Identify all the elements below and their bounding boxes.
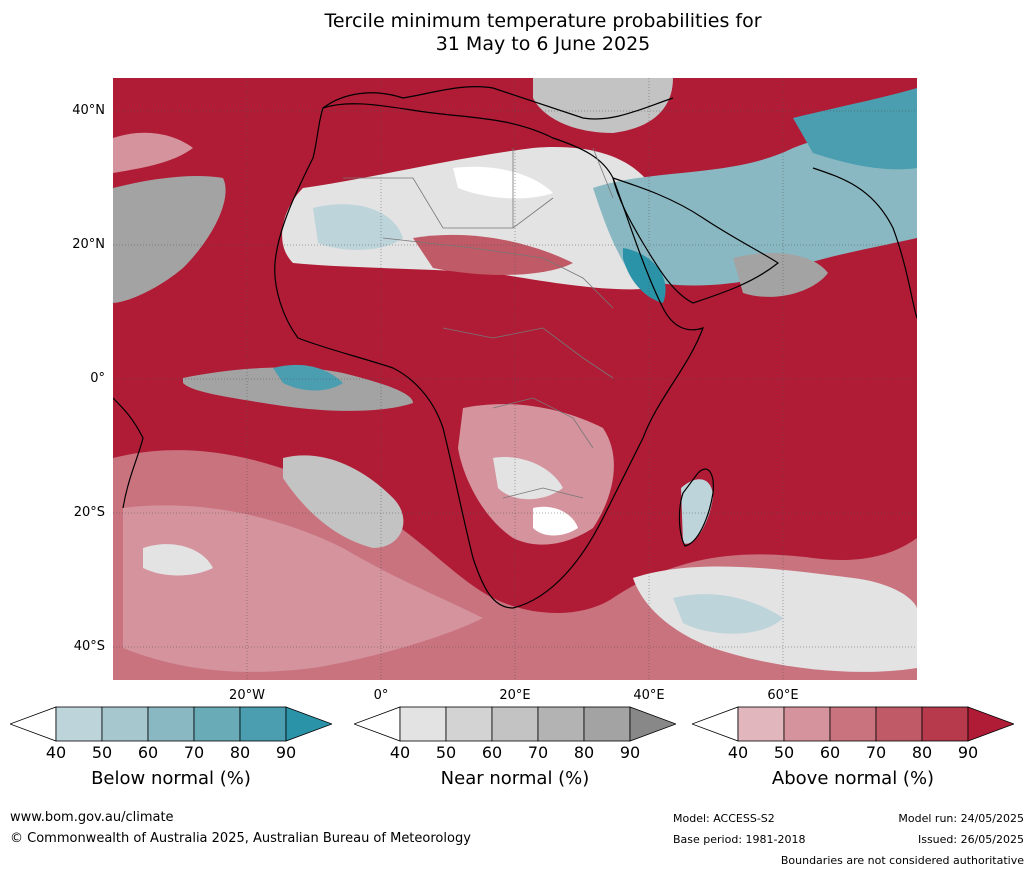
colorbar-segment: [829, 706, 877, 742]
colorbar-title-near: Near normal (%): [440, 768, 590, 789]
cbar0-tick-40: 40: [45, 743, 67, 762]
cbar2-tick-50: 50: [773, 743, 795, 762]
colorbar-extend-high: [629, 706, 676, 742]
cbar0-tick-50: 50: [91, 743, 113, 762]
colorbar-near-normal: [354, 706, 676, 742]
country-borders: [343, 147, 614, 499]
colorbar-segment: [399, 706, 447, 742]
colorbar-segment: [239, 706, 287, 742]
lat-label-40s: 40°S: [73, 639, 105, 654]
colorbar-segment: [193, 706, 241, 742]
cbar2-tick-60: 60: [819, 743, 841, 762]
colorbar-extend-low: [692, 706, 739, 742]
colorbar-segment: [875, 706, 923, 742]
lat-label-20s: 20°S: [73, 505, 105, 520]
footer-website[interactable]: www.bom.gov.au/climate: [10, 810, 174, 825]
map-title: Tercile minimum temperature probabilitie…: [112, 10, 974, 56]
footer-copyright: © Commonwealth of Australia 2025, Austra…: [10, 831, 471, 846]
probability-map: [113, 78, 917, 680]
lat-label-40n: 40°N: [72, 103, 105, 118]
colorbar-extend-low: [354, 706, 401, 742]
colorbar-segment: [783, 706, 831, 742]
cbar0-tick-80: 80: [229, 743, 251, 762]
colorbar-title-above: Above normal (%): [771, 768, 935, 789]
cbar1-tick-80: 80: [573, 743, 595, 762]
footer-model: Model: ACCESS-S2: [673, 812, 775, 825]
lat-label-20n: 20°N: [72, 237, 105, 252]
cbar2-tick-90: 90: [957, 743, 979, 762]
cbar1-tick-40: 40: [389, 743, 411, 762]
colorbar-segment: [445, 706, 493, 742]
cbar2-tick-70: 70: [865, 743, 887, 762]
cbar0-tick-70: 70: [183, 743, 205, 762]
colorbar-extend-low: [10, 706, 57, 742]
coastlines: [113, 86, 917, 609]
lon-label-20e: 20°E: [499, 688, 531, 703]
colorbar-segment: [737, 706, 785, 742]
cbar1-tick-60: 60: [481, 743, 503, 762]
colorbar-segment: [583, 706, 631, 742]
cbar2-tick-40: 40: [727, 743, 749, 762]
title-line-2: 31 May to 6 June 2025: [435, 33, 651, 55]
footer-issued: Issued: 26/05/2025: [917, 833, 1024, 846]
lon-label-0: 0°: [373, 688, 389, 703]
colorbar-above-normal: [692, 706, 1014, 742]
footer-disclaimer: Boundaries are not considered authoritat…: [780, 854, 1024, 867]
cbar1-tick-50: 50: [435, 743, 457, 762]
cbar1-tick-70: 70: [527, 743, 549, 762]
colorbar-below-normal: [10, 706, 332, 742]
colorbar-segment: [55, 706, 103, 742]
colorbar-segment: [921, 706, 969, 742]
colorbar-segment: [537, 706, 585, 742]
cbar2-tick-80: 80: [911, 743, 933, 762]
lat-label-0: 0°: [90, 371, 105, 386]
lon-label-40e: 40°E: [633, 688, 665, 703]
cbar0-tick-90: 90: [275, 743, 297, 762]
cbar1-tick-90: 90: [619, 743, 641, 762]
colorbar-title-below: Below normal (%): [91, 768, 251, 789]
footer-base-period: Base period: 1981-2018: [673, 833, 806, 846]
colorbar-extend-high: [967, 706, 1014, 742]
colorbar-segment: [101, 706, 149, 742]
lon-label-60e: 60°E: [767, 688, 799, 703]
graticule: [113, 78, 917, 680]
colorbar-segment: [491, 706, 539, 742]
colorbar-segment: [147, 706, 195, 742]
title-line-1: Tercile minimum temperature probabilitie…: [324, 10, 762, 32]
footer-model-run: Model run: 24/05/2025: [898, 812, 1024, 825]
cbar0-tick-60: 60: [137, 743, 159, 762]
colorbar-extend-high: [285, 706, 332, 742]
lon-label-20w: 20°W: [229, 688, 265, 703]
